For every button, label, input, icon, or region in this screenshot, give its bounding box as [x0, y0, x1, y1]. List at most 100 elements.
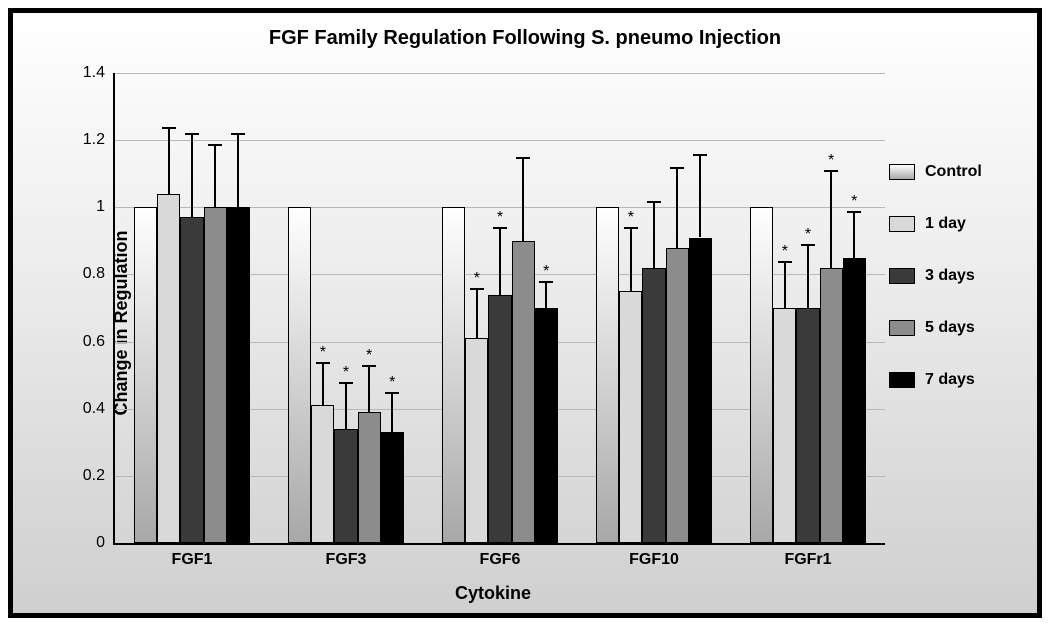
significance-marker: * [805, 226, 811, 244]
legend-item: Control [889, 163, 1019, 181]
significance-marker: * [474, 270, 480, 288]
error-bar [630, 227, 632, 291]
bar [227, 207, 250, 543]
error-bar [168, 127, 170, 194]
error-bar [853, 211, 855, 258]
y-tick-label: 1 [65, 198, 105, 216]
chart-frame: FGF Family Regulation Following S. pneum… [8, 8, 1042, 618]
error-bar [653, 201, 655, 268]
legend-label: 1 day [925, 215, 966, 233]
legend-item: 7 days [889, 371, 1019, 389]
legend-item: 3 days [889, 267, 1019, 285]
error-bar [214, 144, 216, 208]
error-cap [362, 365, 376, 367]
error-bar [830, 170, 832, 267]
x-tick-label: FGFr1 [784, 551, 831, 569]
error-cap [162, 127, 176, 129]
error-cap [539, 281, 553, 283]
error-bar [676, 167, 678, 248]
significance-marker: * [851, 193, 857, 211]
gridline [115, 73, 885, 74]
bar [311, 405, 334, 543]
chart-title: FGF Family Regulation Following S. pneum… [13, 27, 1037, 50]
legend-label: Control [925, 163, 982, 181]
bar [288, 207, 311, 543]
significance-marker: * [628, 209, 634, 227]
x-tick-label: FGF6 [480, 551, 521, 569]
error-bar [522, 157, 524, 241]
error-bar [237, 133, 239, 207]
bar [535, 308, 558, 543]
bar [619, 291, 642, 543]
significance-marker: * [782, 243, 788, 261]
error-bar [545, 281, 547, 308]
error-cap [801, 244, 815, 246]
legend: Control 1 day 3 days 5 days 7 days [889, 163, 1019, 423]
error-cap [778, 261, 792, 263]
significance-marker: * [543, 263, 549, 281]
bar [157, 194, 180, 543]
bar [773, 308, 796, 543]
bar [381, 432, 404, 543]
significance-marker: * [389, 374, 395, 392]
bar [334, 429, 357, 543]
error-bar [807, 244, 809, 308]
bar [512, 241, 535, 543]
x-tick-label: FGF1 [172, 551, 213, 569]
legend-label: 5 days [925, 319, 975, 337]
bar [358, 412, 381, 543]
x-axis-label: Cytokine [455, 583, 531, 604]
legend-label: 3 days [925, 267, 975, 285]
significance-marker: * [343, 364, 349, 382]
error-cap [470, 288, 484, 290]
error-cap [231, 133, 245, 135]
error-cap [185, 133, 199, 135]
error-bar [368, 365, 370, 412]
bar [642, 268, 665, 543]
bar [180, 217, 203, 543]
error-cap [647, 201, 661, 203]
bar [134, 207, 157, 543]
y-tick-label: 0.2 [65, 467, 105, 485]
significance-marker: * [497, 209, 503, 227]
legend-item: 1 day [889, 215, 1019, 233]
error-cap [385, 392, 399, 394]
bar [488, 295, 511, 543]
error-cap [847, 211, 861, 213]
y-tick-label: 1.4 [65, 64, 105, 82]
y-tick-label: 0.6 [65, 333, 105, 351]
bar [750, 207, 773, 543]
error-bar [391, 392, 393, 432]
significance-marker: * [366, 347, 372, 365]
error-bar [499, 227, 501, 294]
error-bar [345, 382, 347, 429]
error-cap [693, 154, 707, 156]
bar [820, 268, 843, 543]
bar [465, 338, 488, 543]
y-tick-label: 0.4 [65, 400, 105, 418]
y-tick-label: 0.8 [65, 265, 105, 283]
error-cap [624, 227, 638, 229]
legend-swatch [889, 164, 915, 180]
bar [689, 238, 712, 544]
legend-swatch [889, 268, 915, 284]
y-tick-label: 1.2 [65, 131, 105, 149]
error-cap [824, 170, 838, 172]
gridline [115, 140, 885, 141]
bar [204, 207, 227, 543]
error-cap [316, 362, 330, 364]
bar [442, 207, 465, 543]
error-cap [339, 382, 353, 384]
y-tick-label: 0 [65, 534, 105, 552]
bar [843, 258, 866, 543]
plot-area: 00.20.40.60.811.21.4FGF1FGF3****FGF6***F… [113, 73, 885, 545]
legend-swatch [889, 320, 915, 336]
significance-marker: * [320, 344, 326, 362]
legend-swatch [889, 372, 915, 388]
significance-marker: * [828, 152, 834, 170]
error-bar [699, 154, 701, 238]
x-tick-label: FGF10 [629, 551, 679, 569]
error-cap [208, 144, 222, 146]
bar [666, 248, 689, 543]
legend-item: 5 days [889, 319, 1019, 337]
